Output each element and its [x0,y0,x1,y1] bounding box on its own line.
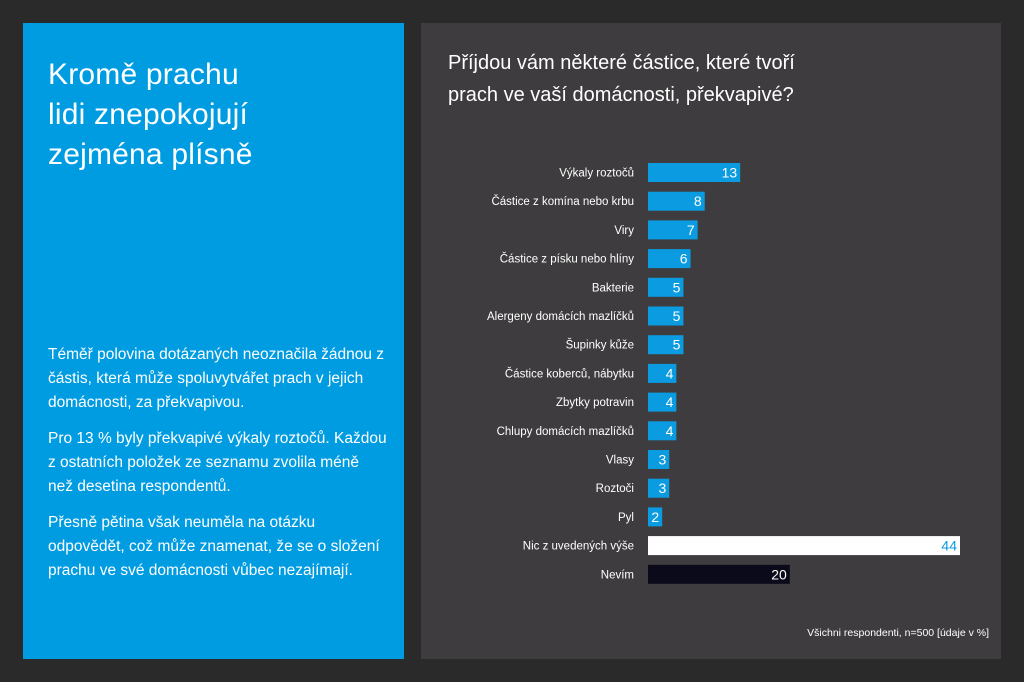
data-label: 6 [680,251,688,267]
chart-title: Příjdou vám některé částice, které tvoří… [448,47,988,111]
data-label: 5 [673,308,681,324]
bar [648,507,663,527]
intro-paragraph: Téměř polovina dotázaných neoznačila žád… [48,346,385,411]
category-label: Částice z písku nebo hlíny [500,253,634,266]
intro-text: Téměř polovina dotázaných neoznačila žád… [48,343,388,595]
bar [648,277,684,297]
data-label: 2 [651,509,659,525]
bar [648,421,677,441]
data-label: 3 [658,452,666,468]
bar [648,450,670,469]
category-label: Částice koberců, nábytku [505,367,634,380]
data-label: 3 [658,480,666,496]
category-label: Šupinky kůže [566,339,634,352]
data-label: 4 [666,394,674,410]
bar [648,191,705,211]
data-label: 5 [673,279,681,295]
intro-paragraph: Pro 13 % byly překvapivé výkaly roztočů.… [48,430,387,495]
intro-title-line: lidi znepokojují [48,98,248,131]
category-label: Pyl [618,512,634,524]
chart-title-line: Příjdou vám některé částice, které tvoří [448,52,795,74]
data-label: 5 [673,337,681,353]
bar [648,564,790,584]
bar [648,249,691,269]
category-label: Roztoči [596,483,634,495]
chart-footnote: Všichni respondenti, n=500 [údaje v %] [807,627,989,639]
data-label: 20 [771,566,787,582]
category-label: Nic z uvedených výše [523,541,634,553]
bar [648,536,960,556]
data-label: 8 [694,193,702,209]
bar [648,478,670,498]
category-label: Částice z komína nebo krbu [491,195,634,208]
chart-panel: Příjdou vám některé částice, které tvoří… [421,23,1001,659]
category-label: Chlupy domácích mazlíčků [497,426,634,438]
data-label: 44 [941,538,957,554]
category-label: Zbytky potravin [556,397,634,409]
chart-title-line: prach ve vaší domácnosti, překvapivé? [448,84,794,106]
data-label: 4 [666,365,674,381]
intro-paragraph: Přesně pětina však neuměla na otázku odp… [48,514,380,579]
bar [648,220,698,240]
category-label: Výkaly roztočů [559,168,634,180]
category-label: Alergeny domácích mazlíčků [487,311,634,323]
data-label: 7 [687,222,695,238]
data-label: 13 [722,165,738,181]
data-label: 4 [666,423,674,439]
bar-chart: Výkaly roztočů 13 Částice z komína nebo kr… [487,163,960,584]
category-label: Vlasy [606,455,634,467]
intro-title-line: Kromě prachu [48,58,239,91]
bar [648,163,741,182]
category-label: Viry [614,225,634,237]
bar [648,306,684,326]
bar [648,392,677,412]
category-label: Nevím [601,569,634,581]
bar [648,335,684,355]
intro-title-line: zejména plísně [48,138,253,171]
intro-title: Kromě prachu lidi znepokojují zejména pl… [48,55,378,175]
category-label: Bakterie [592,282,634,294]
bar [648,363,677,383]
intro-panel: Kromě prachu lidi znepokojují zejména pl… [23,23,404,659]
